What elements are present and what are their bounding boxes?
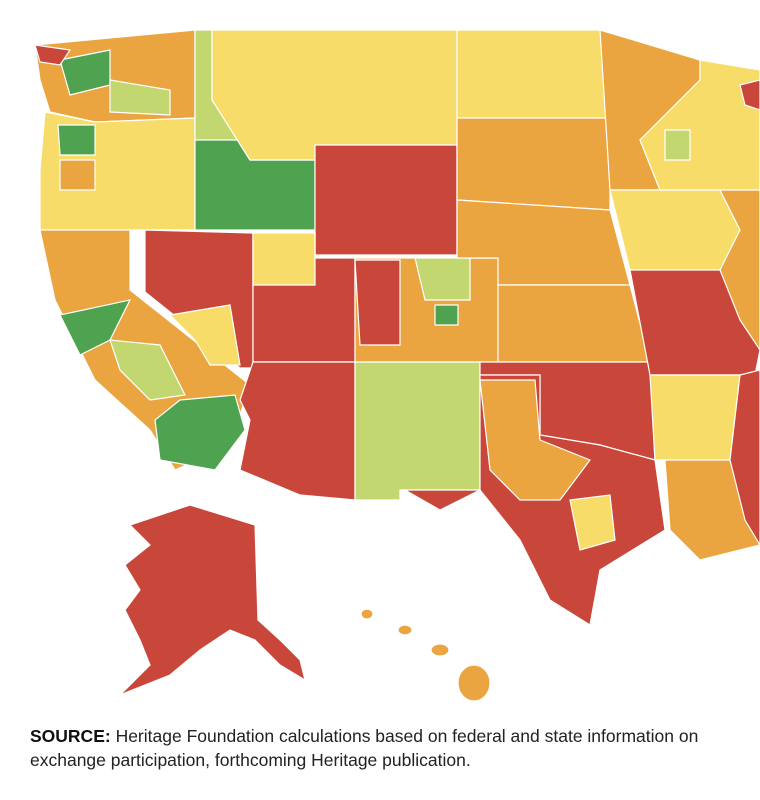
state-hawaii-oahu [397,624,413,636]
state-missouri [629,269,760,376]
state-alaska [119,504,306,696]
state-montana [211,29,458,161]
region-tx-yellow [569,494,616,551]
region-ca-lightgreen [109,339,186,401]
source-text: Heritage Foundation calculations based o… [30,726,699,770]
source-note: SOURCE: Heritage Foundation calculations… [30,724,730,772]
state-arkansas [649,374,741,461]
source-label: SOURCE: [30,726,111,746]
region-or-green [57,124,96,156]
state-hawaii-island [457,664,491,702]
region-ca-green-south [154,394,246,471]
region-co-lightgreen [414,257,471,301]
state-south-dakota [456,117,611,211]
state-iowa [609,189,741,271]
region-co-red [354,259,401,346]
us-county-map [34,29,760,702]
region-or-orange [59,159,96,191]
state-hawaii-maui [430,643,450,657]
state-north-dakota [456,29,611,119]
state-mississippi [729,369,760,547]
region-wa-lightgreen [109,79,171,116]
state-new-mexico [354,361,481,501]
region-tx-orange [479,379,591,501]
state-kansas [497,284,651,363]
state-wyoming [314,144,458,256]
region-wi-lightgreen [664,129,691,161]
state-arizona [239,361,356,501]
region-co-green [434,304,459,326]
region-nv-yellow [168,304,241,366]
state-illinois [719,189,760,352]
region-wa-red [34,44,72,66]
region-ut-yellow [252,232,316,286]
region-mi-red [739,79,760,111]
state-hawaii-kauai [360,608,374,620]
